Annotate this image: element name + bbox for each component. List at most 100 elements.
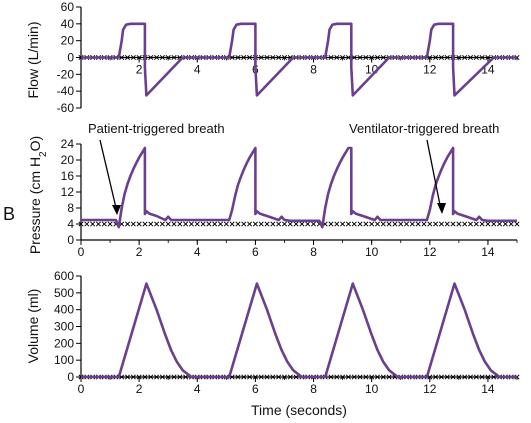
baseline-marker	[264, 221, 270, 227]
baseline-marker	[136, 221, 142, 227]
y-tick-label: 600	[54, 269, 74, 283]
y-tick-label: 20	[61, 153, 75, 167]
baseline-marker	[473, 54, 479, 61]
baseline-marker	[183, 221, 189, 227]
baseline-marker	[252, 374, 258, 380]
volume-y-axis-label: Volume (ml)	[25, 289, 41, 364]
baseline-marker	[433, 221, 439, 227]
y-tick-label: 4	[67, 217, 74, 231]
y-tick-label: 60	[61, 0, 75, 14]
baseline-marker	[438, 54, 444, 61]
baseline-marker	[363, 221, 369, 227]
baseline-marker	[467, 221, 474, 227]
baseline-marker	[281, 221, 288, 227]
y-tick-label: 200	[54, 336, 74, 350]
baseline-marker	[328, 374, 334, 380]
baseline-marker	[154, 221, 160, 227]
baseline-marker	[95, 221, 101, 227]
pressure-trace	[81, 146, 517, 229]
ventilator-triggered-arrow-line	[426, 139, 442, 211]
baseline-marker	[171, 54, 177, 61]
baseline-marker	[351, 374, 357, 380]
baseline-marker	[450, 374, 456, 380]
y-tick-label: 400	[54, 303, 74, 317]
baseline-marker	[340, 374, 346, 380]
baseline-marker	[369, 374, 375, 380]
baseline-marker	[380, 374, 386, 380]
baseline-marker	[159, 54, 165, 61]
baseline-marker	[188, 221, 195, 227]
x-tick-label: 6	[252, 245, 259, 259]
flow-trace	[81, 22, 517, 97]
baseline-marker	[101, 221, 107, 227]
baseline-marker	[363, 54, 369, 61]
volume-panel: Volume (ml) 0 100 200 300 400 500 600 0 2 4 6 8 10 12…	[25, 269, 520, 396]
x-tick-label: 12	[423, 382, 437, 396]
baseline-marker	[485, 54, 491, 61]
baseline-marker	[241, 54, 247, 61]
baseline-marker	[456, 374, 462, 380]
baseline-marker	[212, 221, 218, 227]
baseline-marker	[270, 374, 276, 380]
baseline-marker	[467, 374, 474, 380]
baseline-marker	[270, 221, 276, 227]
baseline-marker	[444, 221, 450, 227]
baseline-marker	[130, 221, 136, 227]
baseline-marker	[345, 54, 351, 61]
y-tick-label: 0	[67, 51, 74, 65]
baseline-marker	[165, 54, 171, 61]
baseline-marker	[409, 221, 415, 227]
baseline-marker	[148, 54, 154, 61]
x-tick-label: 4	[194, 382, 201, 396]
baseline-marker	[502, 221, 508, 227]
panel-letter: B	[3, 204, 15, 224]
baseline-marker	[357, 221, 363, 227]
baseline-marker	[462, 374, 468, 380]
baseline-marker	[491, 221, 497, 227]
baseline-marker	[433, 374, 439, 380]
baseline-marker	[456, 221, 462, 227]
ventilator-triggered-label: Ventilator-triggered breath	[349, 121, 499, 136]
baseline-marker	[235, 54, 241, 61]
baseline-marker	[258, 374, 264, 380]
baseline-marker	[264, 374, 270, 380]
baseline-marker	[223, 221, 229, 227]
x-tick-label: 8	[310, 245, 317, 259]
baseline-marker	[270, 54, 276, 61]
baseline-marker	[374, 221, 381, 227]
y-tick-label: 0	[67, 370, 74, 384]
x-tick-label: 4	[194, 245, 201, 259]
baseline-marker	[345, 221, 351, 227]
baseline-marker	[159, 221, 165, 227]
baseline-marker	[281, 374, 288, 380]
baseline-marker	[194, 221, 200, 227]
baseline-marker	[136, 374, 142, 380]
x-tick-label: 8	[310, 63, 317, 77]
x-tick-label: 0	[78, 382, 85, 396]
baseline-marker	[403, 221, 410, 227]
baseline-marker	[479, 374, 485, 380]
baseline-marker	[229, 221, 235, 227]
baseline-marker	[334, 54, 340, 61]
baseline-marker	[305, 221, 311, 227]
x-tick-label: 2	[136, 245, 143, 259]
baseline-marker	[345, 374, 351, 380]
baseline-marker	[258, 54, 264, 61]
baseline-marker	[177, 221, 183, 227]
baseline-marker	[258, 221, 264, 227]
baseline-marker	[444, 54, 450, 61]
baseline-marker	[276, 54, 282, 61]
baseline-marker	[247, 54, 253, 61]
volume-axes	[76, 275, 518, 382]
baseline-marker	[485, 374, 491, 380]
y-tick-label: 40	[61, 17, 75, 31]
baseline-marker	[334, 374, 340, 380]
baseline-marker	[142, 374, 148, 380]
baseline-marker	[264, 54, 270, 61]
baseline-marker	[241, 374, 247, 380]
baseline-marker	[508, 221, 514, 227]
x-tick-label: 12	[423, 63, 437, 77]
